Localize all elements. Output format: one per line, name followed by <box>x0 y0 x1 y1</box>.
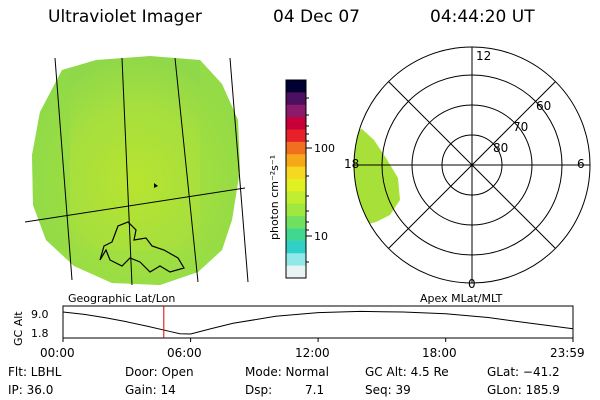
colorbar-band <box>286 117 306 131</box>
info-glat: GLat: −41.2 <box>487 365 560 379</box>
instrument-title: Ultraviolet Imager <box>48 7 202 27</box>
colorbar-tick-10: 10 <box>314 230 328 243</box>
xtick-2359: 23:59 <box>550 346 585 360</box>
colorbar-tick-100: 100 <box>314 142 335 155</box>
colorbar-band <box>286 154 306 168</box>
colorbar-band <box>286 228 306 242</box>
coastline <box>99 221 185 273</box>
colorbar: 100 10 photon cm⁻²s⁻¹ <box>268 79 335 279</box>
colorbar-band <box>286 104 306 118</box>
info-mode: Mode: Normal <box>245 365 329 379</box>
altitude-series-line <box>62 310 574 335</box>
colorbar-band <box>286 216 306 230</box>
mlt-label-12: 12 <box>476 49 491 63</box>
info-glon: GLon: 185.9 <box>487 383 560 397</box>
ytick-9: 9.0 <box>31 308 49 321</box>
apex-caption: Apex MLat/MLT <box>420 292 503 305</box>
info-dsp-label: Dsp: <box>245 383 273 397</box>
time-label: 04:44:20 UT <box>430 7 535 27</box>
xtick-0000: 00:00 <box>40 346 75 360</box>
colorbar-band <box>286 92 306 106</box>
subsatellite-marker <box>154 183 158 188</box>
date-label: 04 Dec 07 <box>273 7 360 27</box>
timeline-frame <box>62 305 574 339</box>
xtick-1800: 18:00 <box>422 346 457 360</box>
colorbar-band <box>286 191 306 205</box>
mlt-label-6: 6 <box>577 157 585 171</box>
mlt-label-18: 18 <box>344 157 359 171</box>
colorbar-band <box>286 253 306 267</box>
colorbar-band <box>286 265 306 279</box>
polar-plot: 12 18 6 0 60 70 80 <box>344 46 591 291</box>
longitude-lines <box>54 57 249 286</box>
info-flt: Flt: LBHL <box>8 365 62 379</box>
colorbar-band <box>286 129 306 143</box>
mlat-label-60: 60 <box>536 99 551 113</box>
mlat-label-70: 70 <box>513 120 528 134</box>
info-gain: Gain: 14 <box>125 383 176 397</box>
geographic-caption: Geographic Lat/Lon <box>68 292 175 305</box>
colorbar-band <box>286 179 306 192</box>
info-ip: IP: 36.0 <box>8 383 54 397</box>
info-door: Door: Open <box>125 365 194 379</box>
mlat-label-80: 80 <box>493 141 508 155</box>
geographic-image <box>24 56 249 286</box>
xtick-0600: 06:00 <box>167 346 202 360</box>
aurora-oval <box>354 129 400 228</box>
xtick-1200: 12:00 <box>295 346 330 360</box>
altitude-timeline: GC Alt 9.0 1.8 00:00 06:00 12:00 18:00 2… <box>12 305 585 360</box>
colorbar-band <box>286 141 306 155</box>
colorbar-unit-label: photon cm⁻²s⁻¹ <box>268 155 281 240</box>
colorbar-gradient <box>286 80 306 279</box>
info-dsp-value: 7.1 <box>305 383 325 397</box>
info-gcalt: GC Alt: 4.5 Re <box>365 365 449 379</box>
info-seq: Seq: 39 <box>365 383 411 397</box>
ytick-1-8: 1.8 <box>31 327 49 340</box>
colorbar-band <box>286 240 306 254</box>
mlt-label-0: 0 <box>468 277 476 291</box>
colorbar-band <box>286 166 306 180</box>
colorbar-band <box>286 203 306 217</box>
latitude-line <box>24 187 246 223</box>
timeline-ylabel: GC Alt <box>12 311 25 346</box>
colorbar-band <box>286 80 306 93</box>
